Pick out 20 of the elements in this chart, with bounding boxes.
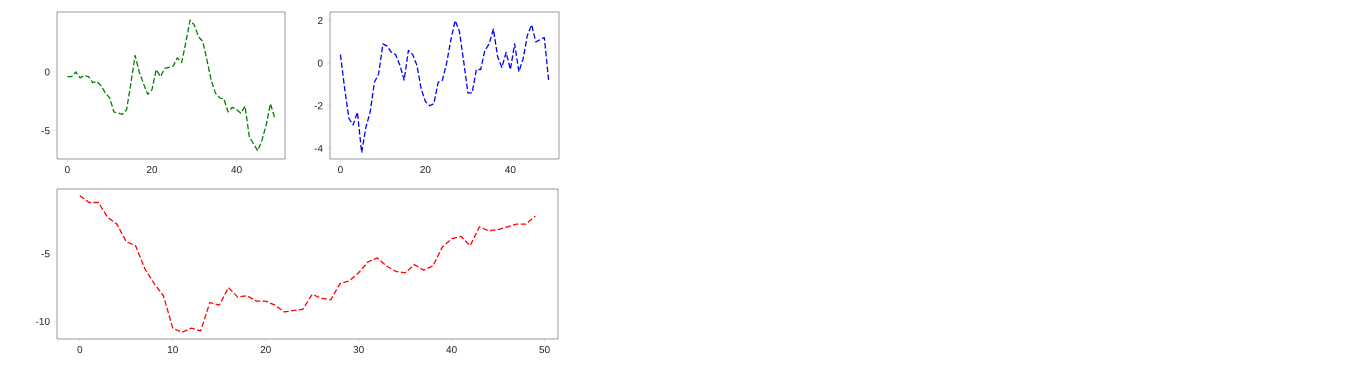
- x-tick-label: 30: [353, 346, 364, 354]
- y-tick-label: -4: [314, 144, 323, 152]
- y-tick-label: -5: [41, 250, 50, 258]
- x-tick-label: 40: [231, 166, 242, 174]
- y-tick-label: 0: [317, 59, 323, 67]
- y-tick-label: -5: [41, 127, 50, 135]
- x-tick-label: 0: [65, 166, 70, 174]
- y-tick-label: -2: [314, 102, 323, 110]
- y-tick-label: 0: [44, 68, 50, 76]
- x-tick-label: 0: [338, 166, 343, 174]
- x-tick-label: 20: [146, 166, 158, 174]
- x-tick-label: 50: [539, 346, 550, 354]
- x-tick-label: 20: [260, 346, 271, 354]
- x-tick-label: 0: [77, 346, 83, 354]
- x-tick-label: 20: [420, 166, 431, 174]
- y-tick-label: -10: [35, 317, 50, 325]
- x-tick-label: 10: [167, 346, 178, 354]
- x-tick-label: 40: [446, 346, 457, 354]
- y-tick-label: 2: [317, 17, 323, 25]
- x-tick-label: 40: [505, 166, 516, 174]
